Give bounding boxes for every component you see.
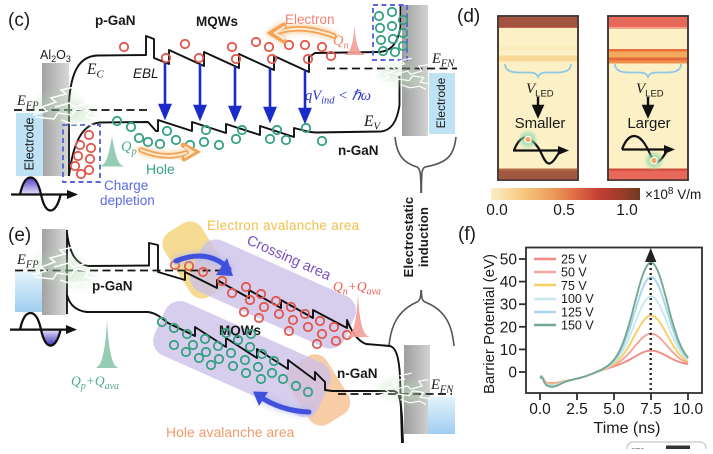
svg-text:2.5: 2.5 [566,401,588,418]
svg-text:10.0: 10.0 [673,401,704,418]
svg-text:75 V: 75 V [561,279,587,293]
svg-text:n-GaN: n-GaN [337,366,378,381]
svg-text:Electrostatic: Electrostatic [401,197,416,278]
svg-text:7.5: 7.5 [640,401,662,418]
svg-text:40: 40 [500,274,518,291]
svg-text:20: 20 [500,319,518,336]
svg-text:n-GaN: n-GaN [338,143,379,158]
svg-text:(d): (d) [457,6,480,27]
svg-text:induction: induction [416,207,431,267]
svg-text:Barrier Potential (eV): Barrier Potential (eV) [481,254,498,394]
svg-text:×108 V/m: ×108 V/m [645,186,701,202]
svg-text:0.0: 0.0 [486,202,508,219]
svg-text:150 V: 150 V [561,319,594,333]
svg-text:(f): (f) [458,224,476,245]
svg-text:Hole: Hole [146,161,175,177]
svg-text:50 V: 50 V [561,266,587,280]
svg-text:0.0: 0.0 [529,401,551,418]
svg-text:Larger: Larger [627,115,670,132]
svg-text:Time (ns): Time (ns) [594,420,661,437]
svg-text:Smaller: Smaller [515,115,566,132]
svg-text:50: 50 [500,252,518,269]
svg-text:10: 10 [500,342,518,359]
svg-text:Electrode: Electrode [22,118,36,171]
svg-text:Hole avalanche area: Hole avalanche area [166,424,295,440]
svg-text:Electron: Electron [285,12,335,27]
svg-text:qVind < ℏω: qVind < ℏω [305,88,371,107]
svg-text:p-GaN: p-GaN [92,279,133,294]
svg-text:Al2O3: Al2O3 [40,48,71,64]
svg-text:1.0: 1.0 [616,202,638,219]
svg-text:Electrode: Electrode [434,77,448,128]
svg-text:MQWs: MQWs [196,14,238,29]
svg-text:(e): (e) [8,225,31,246]
svg-text:30: 30 [500,297,518,314]
svg-text:5.0: 5.0 [603,401,625,418]
svg-text:EBL: EBL [133,66,159,81]
svg-text:0.5: 0.5 [553,202,575,219]
svg-text:125 V: 125 V [561,305,594,319]
svg-text:100 V: 100 V [561,292,594,306]
svg-text:Charge: Charge [104,178,148,193]
svg-text:p-GaN: p-GaN [95,13,136,28]
svg-text:25 V: 25 V [561,253,587,267]
svg-text:0: 0 [508,365,517,382]
svg-text:(c): (c) [8,10,30,31]
svg-text:Electron avalanche area: Electron avalanche area [207,218,360,233]
svg-text:depletion: depletion [100,193,155,208]
